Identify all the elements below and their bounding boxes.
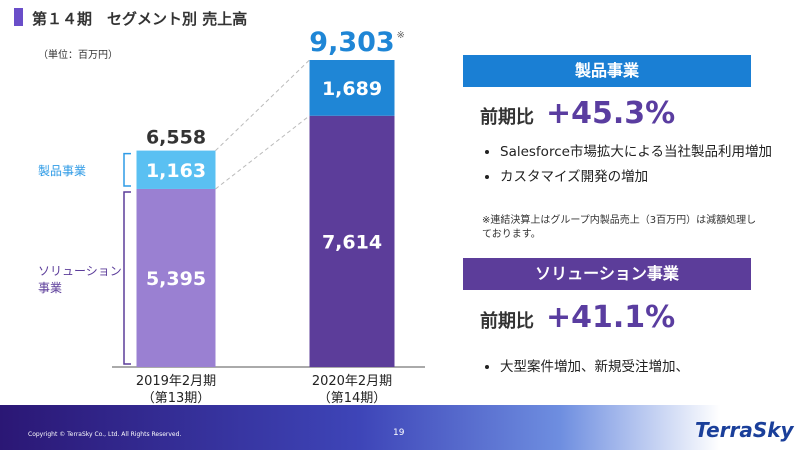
ratio-label: 前期比 bbox=[480, 311, 534, 332]
bar-segment bbox=[309, 115, 395, 367]
legend-label: 製品事業 bbox=[38, 163, 87, 178]
ratio-value: +45.3% bbox=[546, 96, 676, 131]
bullet: Salesforce市場拡大による当社製品利用増加 bbox=[500, 143, 790, 162]
bullets: 大型案件増加、新規受注増加、 bbox=[482, 358, 790, 383]
ratio-label: 前期比 bbox=[480, 107, 534, 128]
bracket bbox=[123, 191, 131, 365]
bar-segment bbox=[309, 60, 395, 116]
total-note: ※ bbox=[397, 30, 405, 41]
x-tick-sublabel: （第13期） bbox=[142, 391, 211, 406]
bar-segment bbox=[136, 150, 216, 189]
ratio-value: +41.1% bbox=[546, 300, 676, 335]
legend-label: ソリューション事業 bbox=[38, 263, 122, 295]
total-label: 9,303 bbox=[309, 27, 394, 58]
unit-label: （単位：百万円） bbox=[38, 50, 118, 61]
bullet: 大型案件増加、新規受注増加、 bbox=[500, 358, 790, 377]
bullets: Salesforce市場拡大による当社製品利用増加 カスタマイズ開発の増加 bbox=[482, 143, 790, 193]
data-label: 7,614 bbox=[322, 231, 382, 253]
note: ※連結決算上はグループ内製品売上（3百万円）は減額処理しております。 bbox=[482, 215, 757, 240]
title-marker bbox=[14, 8, 23, 26]
bullet: カスタマイズ開発の増加 bbox=[500, 168, 790, 187]
bar-segment bbox=[136, 188, 216, 367]
ratio: 前期比 +41.1% bbox=[480, 300, 675, 335]
footer bbox=[0, 405, 800, 450]
copyright: Copyright © TerraSky Co., Ltd. All Right… bbox=[28, 431, 182, 438]
panel-header: ソリューション事業 bbox=[463, 258, 751, 290]
data-label: 1,163 bbox=[146, 160, 206, 182]
page-number: 19 bbox=[393, 428, 405, 438]
connector bbox=[215, 115, 310, 190]
x-tick-sublabel: （第14期） bbox=[318, 391, 387, 406]
panel-header: 製品事業 bbox=[463, 55, 751, 87]
data-label: 5,395 bbox=[146, 268, 206, 290]
ratio: 前期比 +45.3% bbox=[480, 96, 675, 131]
data-label: 1,689 bbox=[322, 78, 382, 100]
x-tick-label: 2020年2月期 bbox=[312, 374, 392, 389]
bracket bbox=[123, 152, 131, 187]
logo: TerraSky bbox=[695, 418, 794, 442]
slide-title: 第１４期 セグメント別 売上高 bbox=[32, 10, 248, 28]
total-label: 6,558 bbox=[146, 127, 206, 149]
x-tick-label: 2019年2月期 bbox=[136, 374, 216, 389]
connector bbox=[215, 59, 310, 151]
